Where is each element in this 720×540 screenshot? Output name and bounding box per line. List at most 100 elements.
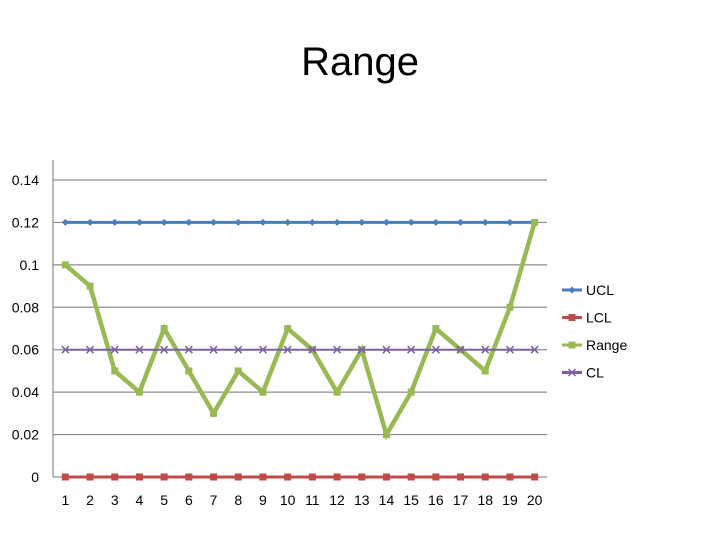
data-point: [432, 325, 440, 332]
data-point: [135, 388, 143, 396]
data-point: [358, 218, 366, 226]
x-tick-label: 5: [160, 492, 168, 508]
data-point: [284, 473, 292, 481]
data-point: [505, 345, 514, 354]
data-point: [111, 218, 119, 226]
data-point: [568, 286, 576, 294]
y-tick-label: 0.02: [12, 427, 39, 443]
series-cl: [61, 345, 539, 354]
data-point: [210, 473, 218, 481]
legend-label: Range: [586, 337, 627, 353]
data-point: [210, 409, 218, 417]
data-point: [333, 388, 341, 396]
axes: 00.020.040.060.080.10.120.141 2 3 4 5 6 7 8 9 10 1…: [12, 160, 547, 508]
y-tick-label: 0.04: [12, 384, 39, 400]
data-point: [382, 473, 390, 481]
legend-label: LCL: [586, 310, 612, 326]
data-point: [333, 345, 342, 354]
data-point: [568, 341, 576, 349]
data-point: [61, 345, 70, 354]
x-tick-label: 8: [234, 492, 242, 508]
data-point: [86, 282, 94, 290]
data-point: [481, 473, 489, 481]
data-point: [160, 325, 168, 332]
data-point: [308, 473, 316, 481]
data-point: [61, 473, 69, 481]
data-point: [185, 473, 193, 481]
data-point: [135, 473, 143, 481]
data-point: [407, 473, 415, 481]
data-point: [135, 218, 143, 226]
legend-item-cl: CL: [562, 365, 604, 381]
x-tick-label: 1: [61, 492, 69, 508]
data-point: [308, 345, 317, 354]
data-point: [333, 473, 341, 481]
y-tick-label: 0.08: [12, 299, 39, 315]
data-point: [111, 367, 119, 375]
x-tick-label: 7: [210, 492, 218, 508]
chart-title: Range: [301, 40, 419, 84]
data-point: [258, 345, 267, 354]
data-point: [86, 345, 95, 354]
data-point: [432, 473, 440, 481]
data-point: [234, 367, 242, 375]
data-point: [284, 325, 292, 332]
data-point: [357, 345, 366, 354]
data-point: [86, 473, 94, 481]
x-tick-label: 2: [86, 492, 94, 508]
data-point: [481, 218, 489, 226]
data-point: [481, 345, 490, 354]
x-tick-label: 10: [280, 492, 296, 508]
data-point: [432, 218, 440, 226]
data-point: [457, 473, 465, 481]
series-lcl: [61, 473, 539, 481]
data-point: [567, 368, 577, 377]
data-point: [530, 345, 539, 354]
legend: UCL LCL Range CL: [562, 282, 627, 381]
data-point: [506, 473, 514, 481]
x-tick-label: 19: [502, 492, 518, 508]
legend-label: CL: [586, 365, 604, 381]
data-point: [407, 388, 415, 396]
x-tick-label: 6: [185, 492, 193, 508]
data-point: [531, 218, 539, 226]
x-tick-label: 9: [259, 492, 267, 508]
x-tick-label: 14: [379, 492, 395, 508]
data-point: [234, 218, 242, 226]
data-point: [506, 218, 514, 226]
series-ucl: [61, 218, 539, 226]
data-point: [431, 345, 440, 354]
series-lines: [61, 218, 539, 481]
gridlines: [53, 179, 547, 436]
data-point: [457, 218, 465, 226]
data-point: [358, 473, 366, 481]
data-point: [283, 345, 292, 354]
data-point: [234, 473, 242, 481]
x-tick-label: 18: [477, 492, 493, 508]
data-point: [61, 261, 69, 269]
data-point: [284, 218, 292, 226]
data-point: [185, 218, 193, 226]
y-tick-label: 0.06: [12, 342, 39, 358]
x-tick-label: 13: [354, 492, 370, 508]
data-point: [135, 345, 144, 354]
data-point: [259, 473, 267, 481]
legend-label: UCL: [586, 282, 614, 298]
y-tick-label: 0.1: [20, 257, 40, 273]
data-point: [110, 345, 119, 354]
data-point: [234, 345, 243, 354]
data-point: [184, 345, 193, 354]
data-point: [333, 218, 341, 226]
data-point: [506, 303, 514, 311]
series-range: [61, 218, 539, 441]
y-tick-label: 0: [31, 469, 39, 485]
data-point: [160, 473, 168, 481]
data-point: [86, 218, 94, 226]
x-tick-label: 15: [403, 492, 419, 508]
legend-item-range: Range: [562, 337, 627, 353]
y-tick-label: 0.12: [12, 214, 39, 230]
x-tick-label: 17: [453, 492, 469, 508]
data-point: [531, 473, 539, 481]
